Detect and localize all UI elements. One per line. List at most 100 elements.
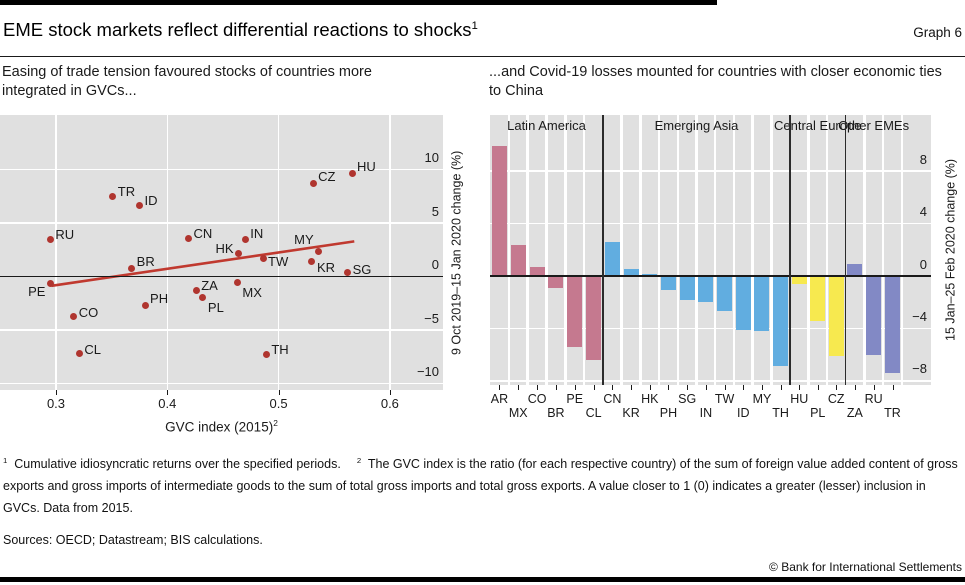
bar-separator bbox=[863, 115, 866, 385]
x-tick bbox=[56, 390, 57, 395]
bar-PE bbox=[567, 276, 583, 347]
y-tick-label: 10 bbox=[424, 150, 439, 166]
scatter-x-axis-label: GVC index (2015)2 bbox=[0, 418, 443, 435]
bar-separator bbox=[639, 115, 642, 385]
bar-separator bbox=[526, 115, 529, 385]
bar-separator bbox=[507, 115, 511, 385]
scatter-label-MY: MY bbox=[294, 232, 314, 248]
scatter-label-HU: HU bbox=[357, 158, 376, 174]
left-panel-subtitle: Easing of trade tension favoured stocks … bbox=[2, 64, 372, 99]
sources-line: Sources: OECD; Datastream; BIS calculati… bbox=[3, 533, 263, 547]
scatter-label-IN: IN bbox=[250, 225, 264, 241]
bar-ZA bbox=[847, 264, 863, 276]
scatter-point-ID bbox=[135, 201, 143, 209]
scatter-point-PE bbox=[46, 279, 54, 287]
bar-label-ID: ID bbox=[737, 406, 750, 420]
bar-MX bbox=[510, 244, 526, 276]
bar-AR bbox=[491, 146, 507, 276]
xlabel-footnote-marker: 2 bbox=[273, 418, 278, 428]
y-tick-label: 5 bbox=[431, 203, 439, 219]
y-tick-label: 4 bbox=[919, 204, 927, 220]
scatter-label-TR: TR bbox=[117, 183, 136, 199]
x-tick-label: 0.3 bbox=[46, 396, 66, 411]
bar-separator bbox=[582, 115, 586, 385]
x-tick-label: 0.6 bbox=[380, 396, 399, 411]
bar-HK bbox=[642, 274, 658, 276]
bar-separator bbox=[900, 115, 904, 385]
bar-separator bbox=[564, 115, 567, 385]
y-tick-label: −10 bbox=[416, 364, 439, 380]
bar-MY bbox=[754, 276, 770, 332]
group-label-2: Central Europe bbox=[774, 118, 862, 133]
scatter-point-HK bbox=[235, 249, 243, 257]
scatter-point-TR bbox=[109, 192, 117, 200]
x-tick bbox=[537, 385, 539, 390]
scatter-label-HK: HK bbox=[215, 241, 234, 257]
x-gridline bbox=[166, 115, 169, 390]
y-tick-label: 0 bbox=[919, 256, 927, 272]
bar-PL bbox=[810, 276, 826, 321]
bar-label-IN: IN bbox=[699, 406, 713, 420]
scatter-label-ZA: ZA bbox=[201, 278, 218, 294]
bar-label-TR: TR bbox=[884, 406, 901, 420]
footnote-2-text: The GVC index is the ratio (for each res… bbox=[3, 457, 958, 516]
bar-separator bbox=[620, 115, 623, 385]
footnote-1-marker: 1 bbox=[3, 456, 8, 465]
scatter-point-PH bbox=[141, 302, 149, 310]
y-gridline bbox=[490, 380, 931, 382]
group-divider bbox=[789, 115, 791, 385]
bar-label-MY: MY bbox=[752, 392, 772, 406]
x-tick bbox=[799, 385, 801, 390]
bar-separator bbox=[695, 115, 698, 385]
footnote-1-text: Cumulative idiosyncratic returns over th… bbox=[14, 457, 341, 472]
bar-separator bbox=[881, 115, 885, 385]
bar-label-SG: SG bbox=[678, 392, 697, 406]
group-label-0: Latin America bbox=[507, 118, 586, 133]
x-tick bbox=[167, 390, 169, 395]
scatter-point-PL bbox=[199, 293, 207, 301]
scatter-point-TW bbox=[259, 255, 267, 262]
x-tick bbox=[705, 385, 707, 390]
bar-RU bbox=[866, 276, 882, 355]
x-tick bbox=[743, 385, 745, 390]
bar-CZ bbox=[828, 276, 844, 356]
y-tick-label: 0 bbox=[431, 257, 439, 273]
bar-CL bbox=[586, 276, 602, 360]
x-tick bbox=[873, 385, 875, 390]
bar-separator bbox=[825, 115, 829, 385]
graph-title-text: EME stock markets reflect differential r… bbox=[3, 19, 472, 40]
scatter-point-ZA bbox=[192, 287, 200, 295]
y-tick-label: −4 bbox=[912, 308, 927, 324]
scatter-point-CN bbox=[184, 234, 192, 242]
y-tick-label: −5 bbox=[424, 310, 439, 326]
scatter-point-BR bbox=[128, 264, 136, 272]
bar-label-KR: KR bbox=[622, 406, 640, 420]
bar-BR bbox=[548, 276, 564, 288]
scatter-label-PH: PH bbox=[150, 291, 169, 307]
scatter-label-SG: SG bbox=[352, 261, 372, 277]
bar-chart: 8 4 0 −4 −8 AR MX CO BR PE CL Latin America CN KR HK PH… bbox=[490, 115, 931, 420]
bar-separator bbox=[676, 115, 680, 385]
scatter-label-TH: TH bbox=[271, 342, 289, 358]
x-gridline bbox=[55, 115, 57, 390]
bar-KR bbox=[623, 269, 639, 276]
scatter-label-PL: PL bbox=[207, 299, 224, 315]
bar-CO bbox=[529, 266, 545, 276]
bar-label-TW: TW bbox=[714, 392, 735, 406]
bar-label-ZA: ZA bbox=[846, 406, 863, 420]
x-tick bbox=[687, 385, 689, 390]
group-divider bbox=[844, 115, 847, 385]
scatter-point-MY bbox=[315, 247, 323, 255]
bar-label-PL: PL bbox=[810, 406, 826, 420]
bar-label-HK: HK bbox=[641, 392, 659, 406]
title-footnote-marker: 1 bbox=[471, 19, 478, 32]
bar-CN bbox=[604, 241, 620, 276]
scatter-point-SG bbox=[344, 268, 352, 276]
x-tick bbox=[854, 385, 856, 390]
scatter-point-IN bbox=[241, 235, 249, 243]
x-tick-label: 0.5 bbox=[269, 396, 288, 411]
bar-label-AR: AR bbox=[490, 392, 509, 406]
bar-SG bbox=[679, 276, 695, 300]
x-tick bbox=[631, 385, 633, 390]
